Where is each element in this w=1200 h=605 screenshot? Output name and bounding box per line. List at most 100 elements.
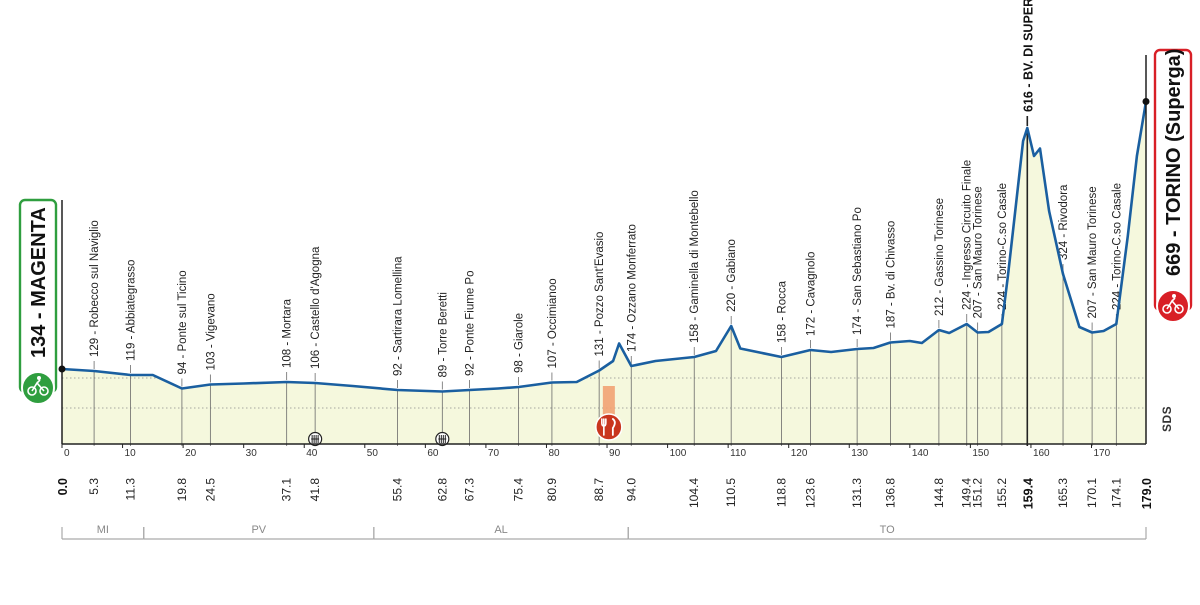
x-tick-label: 30 (246, 448, 258, 459)
province-label: TO (880, 524, 896, 536)
feed-zone-band (602, 386, 615, 416)
start-dot (58, 365, 66, 373)
cyclist-icon-wheel (1174, 304, 1184, 314)
province-label: AL (494, 524, 507, 536)
waypoint-km-label: 19.8 (175, 478, 189, 502)
waypoint-km-label: 37.1 (280, 478, 294, 502)
x-tick-label: 100 (670, 448, 687, 459)
summit-km-label: 159.4 (1021, 478, 1035, 509)
cyclist-icon-rider (1172, 294, 1176, 298)
profile-area (62, 101, 1146, 444)
feed-zone-icon (595, 413, 623, 441)
level-crossing-icon (435, 431, 450, 447)
x-tick-label: 170 (1093, 448, 1110, 459)
waypoint-label: 94 - Ponte sul Ticino (177, 270, 189, 374)
cyclist-icon-wheel (27, 386, 37, 396)
waypoint-label: 224 - Torino-C.so Casale (1111, 183, 1123, 310)
x-tick-label: 40 (306, 448, 318, 459)
x-tick-label: 120 (791, 448, 808, 459)
knife-icon (611, 418, 616, 436)
x-tick-label: 150 (972, 448, 989, 459)
waypoint-km-label: 170.1 (1085, 478, 1099, 508)
waypoint-km-label: 24.5 (203, 478, 217, 502)
waypoint-label: 158 - Rocca (776, 280, 788, 343)
waypoint-km-label: 155.2 (995, 478, 1009, 508)
province-label: MI (97, 524, 109, 536)
waypoint-km-label: 151.2 (971, 478, 985, 508)
waypoint-label: 224 - Ingresso Circuito Finale (962, 160, 974, 310)
waypoint-km-label: 41.8 (308, 478, 322, 502)
waypoint-km-label: 149.4 (960, 478, 974, 508)
waypoint-label: 187 - Bv. di Chivasso (885, 221, 897, 329)
cyclist-icon-frame (31, 379, 45, 392)
feed-zone-circle (595, 413, 623, 441)
cyclist-icon-circle (1156, 289, 1190, 323)
waypoint-km-label: 11.3 (123, 478, 137, 501)
waypoint-label: 92 - Sartirara Lomellina (392, 256, 404, 376)
waypoint-km-label: 5.3 (87, 478, 101, 495)
waypoint-markers: 129 - Robecco sul Naviglio 5.3 119 - Abbia… (87, 160, 1123, 508)
x-tick-label: 140 (912, 448, 929, 459)
start-km-label: 0.0 (56, 478, 70, 495)
x-tick-label: 70 (488, 448, 500, 459)
waypoint-km-label: 118.8 (774, 478, 788, 507)
x-tick-label: 90 (609, 448, 621, 459)
waypoint-label: 106 - Castello d'Agogna (310, 246, 322, 369)
waypoint-label: 158 - Gaminella di Montebello (689, 190, 701, 343)
cyclist-icon-wheel (39, 386, 49, 396)
sds-logo: SDS (1160, 406, 1174, 432)
cyclist-icon (1156, 289, 1190, 323)
waypoint-label: 92 - Ponte Fiume Po (465, 271, 477, 376)
waypoint-label: 89 - Torre Beretti (437, 292, 449, 377)
waypoint-label: 98 - Giarole (514, 313, 526, 373)
level-crossing-icon (308, 431, 323, 447)
x-tick-label: 0 (64, 448, 70, 459)
x-tick-label: 80 (548, 448, 560, 459)
x-tick-label: 110 (730, 448, 746, 459)
waypoint-km-label: 144.8 (932, 478, 946, 508)
waypoint-km-label: 80.9 (545, 478, 559, 502)
waypoint-label: 324 - Rivodora (1058, 184, 1070, 260)
waypoint-label: 174 - Ozzano Monferrato (626, 224, 638, 352)
waypoint-label: 174 - San Sebastiano Po (852, 207, 864, 335)
profile-line (60, 100, 1148, 393)
waypoint-km-label: 55.4 (390, 478, 404, 502)
waypoint-label: 207 - San Mauro Torinese (1087, 186, 1099, 318)
cyclist-icon (21, 371, 55, 405)
summit-label: 616 - BV. DI SUPERGA (1021, 0, 1035, 112)
waypoint-km-label: 131.3 (850, 478, 864, 508)
cyclist-icon-frame (1166, 297, 1180, 310)
finish-dot (1142, 98, 1150, 105)
x-tick-label: 20 (185, 448, 197, 459)
waypoint-label: 129 - Robecco sul Naviglio (89, 220, 101, 357)
x-tick-label: 160 (1033, 448, 1050, 459)
waypoint-km-label: 62.8 (435, 478, 449, 502)
cyclist-icon-circle (21, 371, 55, 405)
waypoint-km-label: 75.4 (512, 478, 526, 502)
start-badge: 134 - MAGENTA (18, 198, 58, 405)
waypoint-km-label: 94.0 (624, 478, 638, 502)
waypoint-km-label: 174.1 (1109, 478, 1123, 508)
waypoint-label: 207 - San Mauro Torinese (973, 186, 985, 318)
fork-icon (601, 418, 607, 436)
waypoint-label: 220 - Gabiano (726, 239, 738, 312)
waypoint-label: 212 - Gassino Torinese (934, 198, 946, 316)
waypoint-label: 172 - Cavagnolo (806, 252, 818, 336)
finish-km-label: 179.0 (1140, 478, 1154, 509)
finish-badge-label: 669 - TORINO (Superga) (1163, 49, 1185, 276)
cyclist-icon-wheel (1162, 304, 1172, 314)
waypoint-label: 103 - Vigevano (205, 293, 217, 370)
cyclist-icon-rider (37, 376, 41, 380)
waypoint-km-label: 88.7 (592, 478, 606, 502)
waypoint-label: 108 - Mortara (282, 298, 294, 368)
x-tick-label: 130 (851, 448, 868, 459)
x-tick-label: 10 (125, 448, 137, 459)
finish-badge: 669 - TORINO (Superga) (1153, 49, 1193, 323)
waypoint-km-label: 136.8 (883, 478, 897, 508)
waypoint-label: 224 - Torino-C.so Casale (997, 183, 1009, 310)
start-badge-label: 134 - MAGENTA (28, 207, 50, 358)
waypoint-label: 119 - Abbiategrasso (125, 260, 137, 361)
waypoint-km-label: 165.3 (1056, 478, 1070, 508)
